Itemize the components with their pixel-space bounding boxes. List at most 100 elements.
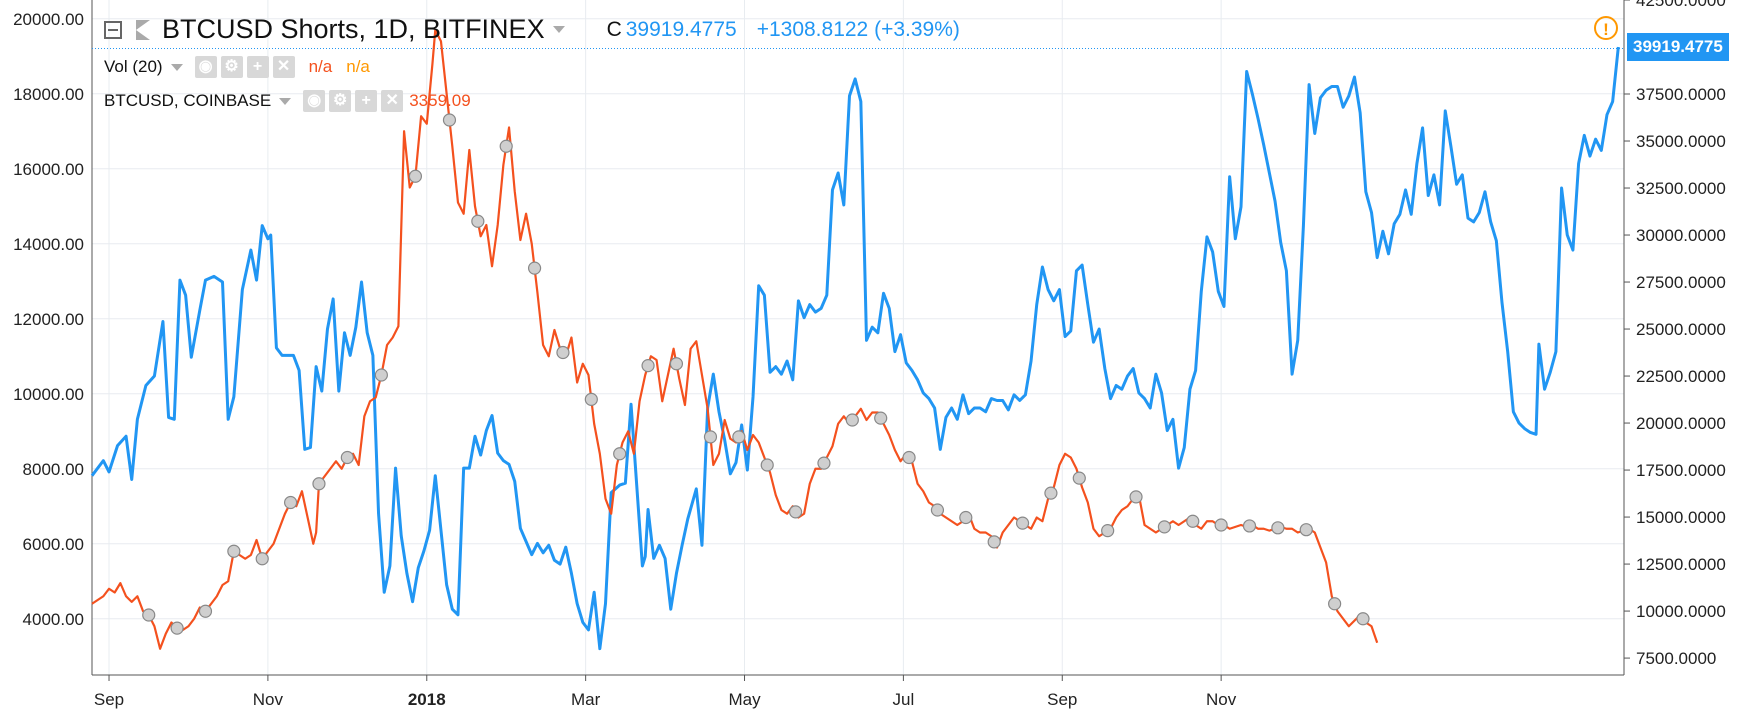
series-marker [198,604,213,618]
close-value: 39919.4775 [625,17,737,41]
y-right-tick-label: 15000.0000 [1636,508,1726,527]
y-right-tick-label: 35000.0000 [1636,132,1726,151]
series-marker [1299,523,1313,537]
series-marker [641,359,655,373]
alert-icon[interactable]: ! [1594,16,1618,40]
eye-icon[interactable]: ◉ [194,56,217,78]
series-marker [556,345,570,360]
series-marker [987,535,1001,549]
chevron-down-icon[interactable] [552,26,565,33]
series-marker [1271,521,1285,535]
series-marker [471,214,485,228]
y-right-tick-label: 37500.0000 [1636,85,1726,104]
y-right-tick-label: 10000.0000 [1636,602,1726,621]
change-value: +1308.8122 (+3.39%) [756,17,960,41]
x-tick-label: Mar [571,690,601,709]
series-marker [312,477,326,491]
compare-legend: BTCUSD, COINBASE ◉ ⚙ + ✕ 3359.09 [104,90,471,112]
y-left-tick-label: 14000.00 [13,235,84,254]
series-marker [442,113,457,127]
series-marker [499,139,513,153]
close-icon[interactable]: ✕ [381,90,404,112]
y-right-tick-label: 17500.0000 [1636,461,1726,480]
close-icon[interactable]: ✕ [272,56,295,78]
x-tick-label: May [728,690,761,709]
series-marker [374,368,388,382]
series-line-coinbase [91,28,1379,650]
y-left-tick-label: 12000.00 [13,310,84,329]
ohlc-close-label: C [606,17,622,41]
series-marker [1328,597,1342,611]
y-right-tick-label: 32500.0000 [1636,179,1726,198]
volume-indicator-label[interactable]: Vol (20) [104,57,163,76]
y-left-tick-label: 16000.00 [13,160,84,179]
chevron-down-icon[interactable] [279,97,292,105]
series-marker [170,621,184,635]
series-marker [1101,524,1115,538]
series-marker [1072,471,1086,485]
plus-icon[interactable]: + [246,56,269,78]
y-right-tick-label: 25000.0000 [1636,320,1726,339]
series-marker [255,552,269,566]
series-marker [760,458,774,472]
gear-icon[interactable]: ⚙ [329,90,352,112]
series-marker [527,261,542,275]
y-right-tick-label: 42500.0000 [1636,0,1726,10]
series-marker [788,505,803,519]
chart-legend-main: BTCUSD Shorts, 1D, BITFINEX C 39919.4775… [104,14,960,45]
y-left-tick-label: 6000.00 [23,535,84,554]
x-tick-label: Sep [1047,690,1077,709]
volume-ma-value: n/a [346,57,370,76]
series-marker [408,169,423,183]
y-left-tick-label: 18000.00 [13,85,84,104]
series-marker [340,450,354,465]
chevron-down-icon[interactable] [170,63,183,71]
eye-icon[interactable]: ◉ [303,90,326,112]
series-marker [1044,486,1058,500]
y-right-tick-label: 12500.0000 [1636,555,1726,574]
y-right-tick-label: 30000.0000 [1636,226,1726,245]
series-marker [1015,516,1030,530]
flag-icon[interactable] [136,19,150,40]
series-marker [669,357,684,371]
series-marker [817,456,831,470]
series-marker [845,413,859,427]
series-marker [732,430,746,444]
series-line-shorts [90,46,1620,651]
series-marker [959,510,973,525]
gear-icon[interactable]: ⚙ [220,56,243,78]
volume-legend: Vol (20) ◉ ⚙ + ✕ n/a n/a [104,56,370,78]
series-marker [1157,520,1172,534]
y-right-tick-label: 22500.0000 [1636,367,1726,386]
series-marker [1242,519,1257,533]
compare-value: 3359.09 [409,91,471,110]
volume-value: n/a [308,57,333,76]
x-tick-label: Nov [1206,690,1237,709]
y-right-tick-label: 20000.0000 [1636,414,1726,433]
y-left-tick-label: 20000.00 [13,10,84,29]
chart-symbol-title[interactable]: BTCUSD Shorts, 1D, BITFINEX [162,14,545,44]
series-marker [703,430,718,444]
series-marker [902,450,916,465]
y-left-tick-label: 8000.00 [23,460,84,479]
series-marker [930,503,945,517]
series-marker [1129,490,1143,504]
collapse-legend-icon[interactable] [104,20,122,39]
y-right-tick-label: 7500.0000 [1636,649,1716,668]
series-marker [1186,514,1200,528]
last-price-tag: 39919.4775 [1627,33,1729,61]
series-marker [584,392,598,406]
series-marker [283,495,298,510]
series-marker [613,447,627,461]
series-marker [1214,518,1228,532]
series-marker [142,608,156,622]
series-marker [227,544,241,558]
y-right-tick-label: 27500.0000 [1636,273,1726,292]
x-tick-label: Jul [893,690,915,709]
x-tick-label: 2018 [408,690,446,709]
plus-icon[interactable]: + [355,90,378,112]
series-marker [874,411,888,425]
compare-symbol-label[interactable]: BTCUSD, COINBASE [104,91,272,110]
x-tick-label: Sep [94,690,124,709]
